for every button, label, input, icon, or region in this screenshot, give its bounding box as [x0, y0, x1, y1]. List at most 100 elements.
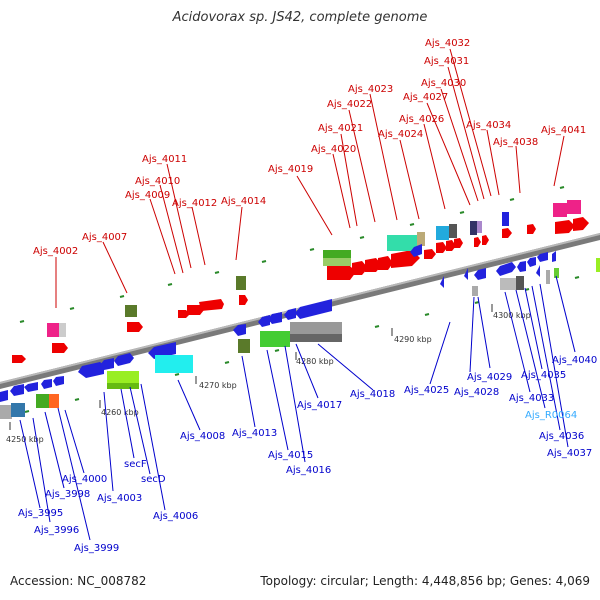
gene-label-ajs-3995[interactable]: Ajs_3995 — [18, 508, 63, 519]
gene-label-ajs-4022[interactable]: Ajs_4022 — [327, 99, 372, 110]
gene-rev — [410, 244, 422, 257]
gene-rev — [472, 286, 478, 296]
gene-label-ajs-4013[interactable]: Ajs_4013 — [232, 428, 277, 439]
gene-label-ajs-4019[interactable]: Ajs_4019 — [268, 164, 313, 175]
gene-label-ajs-4009[interactable]: Ajs_4009 — [125, 190, 170, 201]
gene-label-ajs-4015[interactable]: Ajs_4015 — [268, 450, 313, 461]
gene-label-ajs-4018[interactable]: Ajs_4018 — [350, 389, 395, 400]
scale-label-4290: 4290 kbp — [394, 335, 432, 344]
gene-rev — [464, 268, 468, 280]
gene-fwd — [52, 343, 68, 353]
gene-label-ajs-4006[interactable]: Ajs_4006 — [153, 511, 198, 522]
gene-label-ajs-4035[interactable]: Ajs_4035 — [521, 370, 566, 381]
gene-label-ajs-4029[interactable]: Ajs_4029 — [467, 372, 512, 383]
gene-rev — [295, 299, 332, 319]
gene-fwd — [477, 221, 482, 233]
scale-label-4270: 4270 kbp — [199, 381, 237, 390]
scale-label-4280: 4280 kbp — [296, 357, 334, 366]
gene-rev — [474, 268, 486, 280]
gene-label-ajs-4033[interactable]: Ajs_4033 — [509, 393, 554, 404]
gene-label-ajs-4027[interactable]: Ajs_4027 — [403, 92, 448, 103]
gene-rev — [440, 276, 444, 288]
gene-rev — [290, 334, 342, 342]
gene-rev — [155, 355, 193, 373]
gene-label-ajs-4017[interactable]: Ajs_4017 — [297, 400, 342, 411]
gene-fwd — [352, 261, 368, 275]
gene-rev — [53, 376, 64, 386]
gene-rev — [233, 324, 246, 336]
gene-fwd — [454, 238, 463, 248]
gene-label-ajs-4028[interactable]: Ajs_4028 — [454, 387, 499, 398]
gene-label-ajs-4026[interactable]: Ajs_4026 — [399, 114, 444, 125]
gene-label-ajs-4031[interactable]: Ajs_4031 — [424, 56, 469, 67]
gene-label-ajs-4000[interactable]: Ajs_4000 — [62, 474, 107, 485]
gene-label-ajs-4014[interactable]: Ajs_4014 — [221, 196, 266, 207]
gene-fwd — [424, 249, 436, 259]
gene-rev — [537, 252, 548, 262]
gene-rev — [260, 331, 290, 347]
gene-label-ajs-3999[interactable]: Ajs_3999 — [74, 543, 119, 554]
gene-fwd — [474, 237, 481, 247]
gene-label-ajs-4012[interactable]: Ajs_4012 — [172, 198, 217, 209]
gene-label-secd[interactable]: secD — [141, 474, 166, 485]
gene-label-ajs-4030[interactable]: Ajs_4030 — [421, 78, 466, 89]
gene-fwd — [470, 221, 477, 235]
scale-ticks — [9, 304, 493, 430]
gene-fwd — [387, 235, 417, 251]
gene-label-ajs-4008[interactable]: Ajs_4008 — [180, 431, 225, 442]
gene-label-ajs-4016[interactable]: Ajs_4016 — [286, 465, 331, 476]
gene-rev — [290, 322, 342, 334]
gene-fwd — [502, 212, 509, 226]
gene-label-secf[interactable]: secF — [124, 459, 147, 470]
bottom-leader-lines — [19, 275, 576, 541]
gene-label-ajs-4002[interactable]: Ajs_4002 — [33, 246, 78, 257]
gene-fwd — [239, 295, 248, 305]
gene-label-ajs-4003[interactable]: Ajs_4003 — [97, 493, 142, 504]
forward-features — [12, 200, 589, 363]
gene-label-ajs-4040[interactable]: Ajs_4040 — [552, 355, 597, 366]
gene-label-ajs-4037[interactable]: Ajs_4037 — [547, 448, 592, 459]
gene-label-ajs-4010[interactable]: Ajs_4010 — [135, 176, 180, 187]
gene-rev — [78, 362, 104, 378]
gene-label-ajs-4034[interactable]: Ajs_4034 — [466, 120, 511, 131]
gene-label-ajs-4024[interactable]: Ajs_4024 — [378, 129, 423, 140]
gene-fwd — [127, 322, 143, 332]
gene-label-ajs-4007[interactable]: Ajs_4007 — [82, 232, 127, 243]
gene-rev — [596, 258, 600, 272]
gene-label-ajs-4020[interactable]: Ajs_4020 — [311, 144, 356, 155]
gene-label-ajs-4036[interactable]: Ajs_4036 — [539, 431, 584, 442]
accession-text: Accession: NC_008782 — [10, 574, 147, 588]
gene-rev — [11, 403, 25, 417]
gene-label-ajs-4038[interactable]: Ajs_4038 — [493, 137, 538, 148]
gene-label-ajs-4021[interactable]: Ajs_4021 — [318, 123, 363, 134]
gene-label-ajs-3996[interactable]: Ajs_3996 — [34, 525, 79, 536]
gene-rev — [552, 251, 556, 262]
gene-rev — [0, 405, 12, 419]
gene-fwd — [187, 305, 204, 315]
gene-fwd — [555, 220, 575, 234]
gene-rev — [36, 394, 49, 408]
gene-label-ajs-4041[interactable]: Ajs_4041 — [541, 125, 586, 136]
gene-fwd — [327, 266, 356, 280]
gene-rev — [100, 358, 114, 370]
gene-rev — [496, 262, 516, 276]
scale-label-4260: 4260 kbp — [101, 408, 139, 417]
gene-rev — [0, 390, 8, 402]
gene-label-ajs-4023[interactable]: Ajs_4023 — [348, 84, 393, 95]
gene-fwd — [417, 232, 425, 246]
scale-label-4300: 4300 kbp — [493, 311, 531, 320]
gene-label-ajs-4032[interactable]: Ajs_4032 — [425, 38, 470, 49]
gene-label-ajs-4025[interactable]: Ajs_4025 — [404, 385, 449, 396]
gene-rev — [114, 353, 134, 366]
gene-label-ajs-r0064[interactable]: Ajs_R0064 — [525, 410, 577, 421]
gene-rev — [107, 371, 139, 383]
gene-label-ajs-3998[interactable]: Ajs_3998 — [45, 489, 90, 500]
gene-fwd — [573, 217, 589, 231]
gene-fwd — [365, 258, 382, 272]
genome-summary-text: Topology: circular; Length: 4,448,856 bp… — [260, 574, 590, 588]
gene-fwd — [236, 276, 246, 290]
gene-rev — [554, 268, 559, 278]
gene-fwd — [567, 200, 581, 214]
gene-fwd — [482, 235, 489, 245]
gene-label-ajs-4011[interactable]: Ajs_4011 — [142, 154, 187, 165]
